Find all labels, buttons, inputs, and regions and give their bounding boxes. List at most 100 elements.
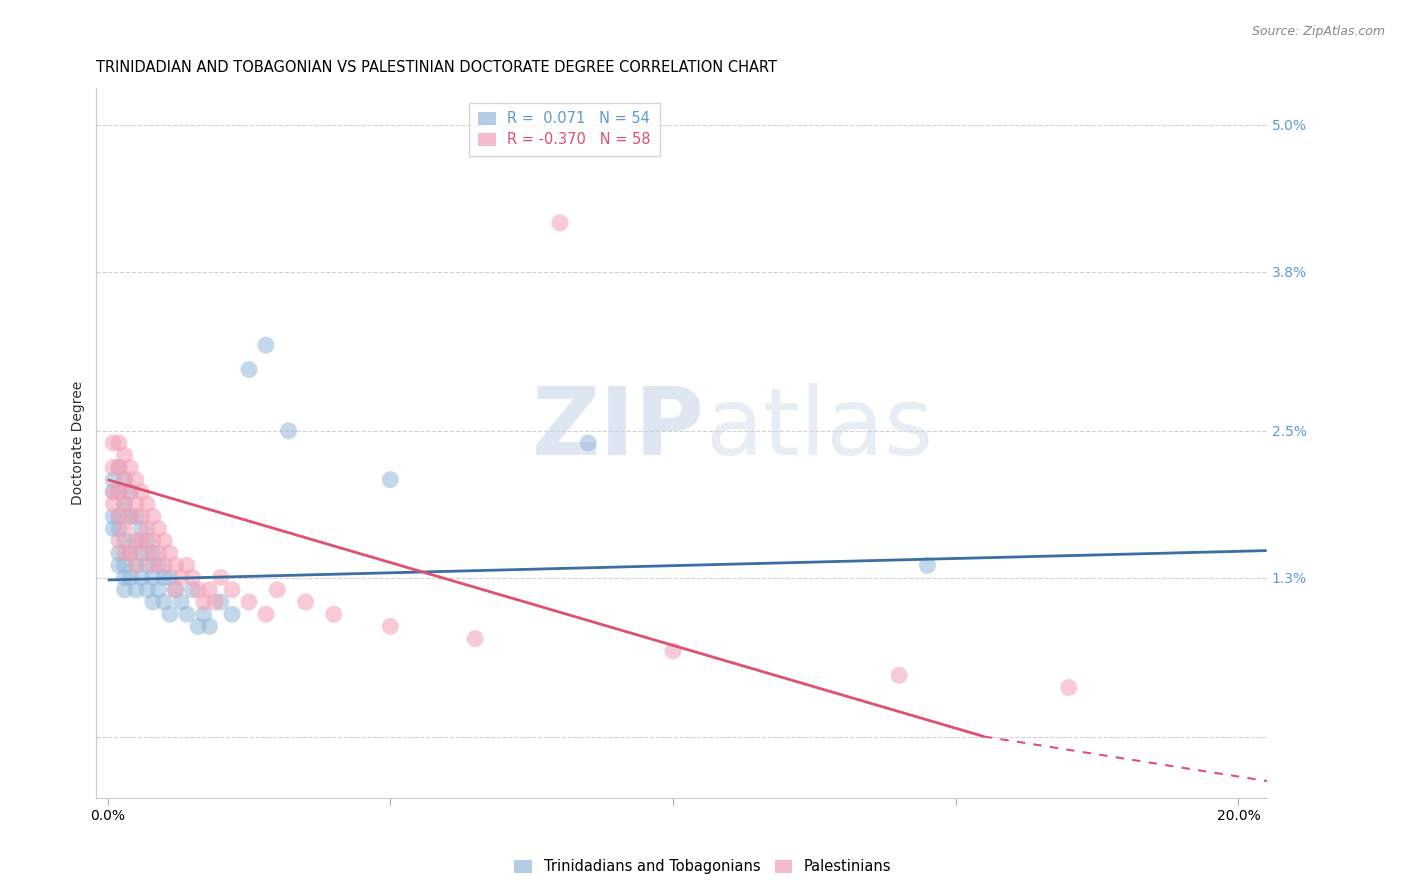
Point xyxy=(136,522,159,536)
Point xyxy=(193,607,215,622)
Point xyxy=(120,484,142,499)
Point xyxy=(266,582,288,597)
Point xyxy=(142,570,165,584)
Point xyxy=(131,546,153,560)
Point xyxy=(114,473,136,487)
Point xyxy=(114,448,136,462)
Point xyxy=(193,595,215,609)
Point xyxy=(108,533,131,548)
Point xyxy=(153,558,176,573)
Point xyxy=(103,460,125,475)
Point xyxy=(1057,681,1080,695)
Point xyxy=(176,558,198,573)
Point xyxy=(322,607,344,622)
Text: ZIP: ZIP xyxy=(531,383,704,475)
Y-axis label: Doctorate Degree: Doctorate Degree xyxy=(72,381,86,505)
Point xyxy=(238,595,260,609)
Point xyxy=(136,558,159,573)
Point xyxy=(221,607,243,622)
Point xyxy=(114,570,136,584)
Point xyxy=(103,484,125,499)
Point xyxy=(209,570,232,584)
Point xyxy=(136,497,159,511)
Point xyxy=(136,546,159,560)
Point xyxy=(114,473,136,487)
Point xyxy=(148,558,170,573)
Point xyxy=(142,595,165,609)
Point xyxy=(131,570,153,584)
Point xyxy=(277,424,299,438)
Point xyxy=(120,509,142,524)
Point xyxy=(198,619,221,633)
Point xyxy=(148,546,170,560)
Point xyxy=(131,509,153,524)
Legend: R =  0.071   N = 54, R = -0.370   N = 58: R = 0.071 N = 54, R = -0.370 N = 58 xyxy=(470,103,659,156)
Text: atlas: atlas xyxy=(704,383,934,475)
Point xyxy=(380,619,402,633)
Point xyxy=(153,595,176,609)
Point xyxy=(125,509,148,524)
Point xyxy=(108,460,131,475)
Point xyxy=(120,546,142,560)
Point xyxy=(108,460,131,475)
Point xyxy=(103,473,125,487)
Point xyxy=(148,522,170,536)
Point xyxy=(159,546,181,560)
Point xyxy=(131,522,153,536)
Point xyxy=(204,595,226,609)
Point xyxy=(120,484,142,499)
Point xyxy=(662,644,685,658)
Point xyxy=(380,473,402,487)
Point xyxy=(108,509,131,524)
Point xyxy=(176,607,198,622)
Point xyxy=(120,546,142,560)
Point xyxy=(170,570,193,584)
Point xyxy=(120,460,142,475)
Point xyxy=(120,509,142,524)
Point xyxy=(125,558,148,573)
Point xyxy=(170,595,193,609)
Point xyxy=(464,632,486,646)
Point xyxy=(187,619,209,633)
Point xyxy=(153,570,176,584)
Point xyxy=(108,484,131,499)
Point xyxy=(254,338,277,352)
Point xyxy=(108,484,131,499)
Point xyxy=(103,522,125,536)
Point xyxy=(548,216,571,230)
Point xyxy=(103,509,125,524)
Point xyxy=(142,509,165,524)
Point xyxy=(108,558,131,573)
Point xyxy=(136,582,159,597)
Point xyxy=(254,607,277,622)
Point xyxy=(114,522,136,536)
Point xyxy=(181,570,204,584)
Point xyxy=(114,497,136,511)
Point xyxy=(889,668,911,682)
Point xyxy=(125,533,148,548)
Point xyxy=(114,546,136,560)
Point xyxy=(238,362,260,376)
Point xyxy=(159,607,181,622)
Point xyxy=(125,473,148,487)
Point xyxy=(125,497,148,511)
Point xyxy=(187,582,209,597)
Point xyxy=(153,533,176,548)
Text: TRINIDADIAN AND TOBAGONIAN VS PALESTINIAN DOCTORATE DEGREE CORRELATION CHART: TRINIDADIAN AND TOBAGONIAN VS PALESTINIA… xyxy=(97,60,778,75)
Point xyxy=(125,533,148,548)
Point xyxy=(917,558,939,573)
Point xyxy=(148,582,170,597)
Point xyxy=(108,522,131,536)
Legend: Trinidadians and Tobagonians, Palestinians: Trinidadians and Tobagonians, Palestinia… xyxy=(509,854,897,880)
Point xyxy=(142,546,165,560)
Point xyxy=(131,484,153,499)
Point xyxy=(221,582,243,597)
Point xyxy=(142,558,165,573)
Point xyxy=(103,497,125,511)
Point xyxy=(181,582,204,597)
Point xyxy=(142,533,165,548)
Point xyxy=(120,570,142,584)
Point xyxy=(576,436,599,450)
Point xyxy=(103,484,125,499)
Point xyxy=(114,582,136,597)
